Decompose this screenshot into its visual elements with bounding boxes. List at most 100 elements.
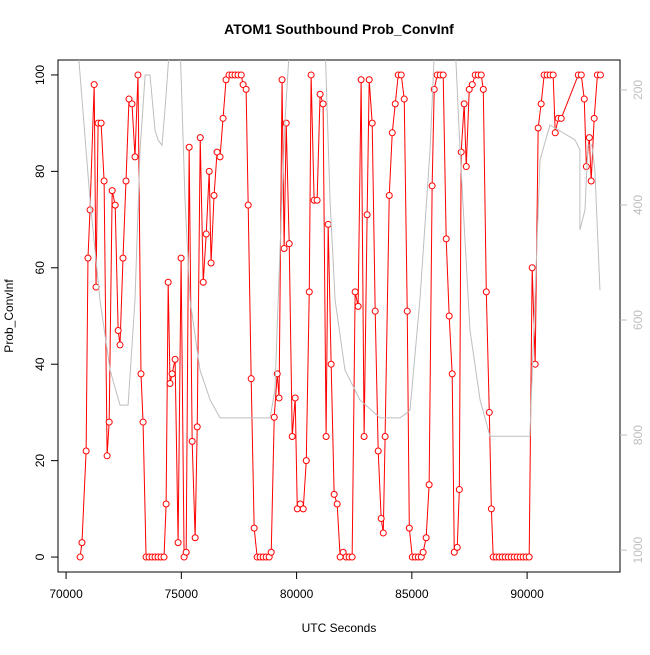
data-point (457, 148, 465, 156)
y-tick-label: 40 (33, 357, 47, 371)
data-point (377, 514, 385, 522)
data-point (403, 307, 411, 315)
data-point (285, 240, 293, 248)
data-point (299, 505, 307, 513)
data-point (348, 553, 356, 561)
data-point (462, 163, 470, 171)
data-point (171, 355, 179, 363)
data-point (202, 230, 210, 238)
data-point (381, 433, 389, 441)
data-point (385, 191, 393, 199)
data-point (354, 302, 362, 310)
data-point (479, 85, 487, 93)
data-point (302, 457, 310, 465)
data-point (193, 423, 201, 431)
data-point (439, 71, 447, 79)
data-point (291, 394, 299, 402)
data-point (237, 71, 245, 79)
x-tick-label: 90000 (510, 587, 544, 601)
data-point (534, 124, 542, 132)
data-point (166, 379, 174, 387)
data-point (82, 447, 90, 455)
data-point (428, 182, 436, 190)
data-point (330, 490, 338, 498)
data-point (244, 201, 252, 209)
chart-title: ATOM1 Southbound Prob_ConvInf (224, 21, 454, 37)
data-point (590, 114, 598, 122)
data-point (97, 119, 105, 127)
data-point (160, 553, 168, 561)
data-point (164, 278, 172, 286)
data-point (242, 85, 250, 93)
data-point (100, 177, 108, 185)
data-point (162, 500, 170, 508)
data-point (288, 433, 296, 441)
data-point (108, 187, 116, 195)
data-point (374, 447, 382, 455)
data-point (319, 100, 327, 108)
data-point (213, 148, 221, 156)
data-point (448, 370, 456, 378)
x-tick-label: 80000 (280, 587, 314, 601)
data-point (168, 370, 176, 378)
data-point (191, 534, 199, 542)
data-point (400, 95, 408, 103)
data-point (313, 196, 321, 204)
data-point (84, 254, 92, 262)
y-tick-label: 60 (33, 261, 47, 275)
data-point (116, 341, 124, 349)
data-point (247, 375, 255, 383)
y2-tick-label: 1000 (631, 536, 645, 563)
data-point (468, 81, 476, 89)
data-point (131, 153, 139, 161)
data-point (103, 452, 111, 460)
data-point (525, 553, 533, 561)
data-point (250, 524, 258, 532)
data-point (267, 548, 275, 556)
data-point (128, 100, 136, 108)
data-point (422, 534, 430, 542)
data-point (577, 71, 585, 79)
data-point (585, 134, 593, 142)
data-point (239, 81, 247, 89)
data-point (207, 259, 215, 267)
y-axis-label: Prob_ConvInf (2, 279, 16, 353)
data-point (174, 539, 182, 547)
y-tick-label: 0 (33, 553, 47, 560)
data-point (305, 288, 313, 296)
data-point (137, 370, 145, 378)
data-point (270, 413, 278, 421)
y2-tick-label: 600 (631, 310, 645, 330)
data-point (450, 548, 458, 556)
data-point (453, 543, 461, 551)
data-point (188, 437, 196, 445)
data-point (442, 235, 450, 243)
data-point (182, 548, 190, 556)
data-point (333, 500, 341, 508)
data-point (460, 100, 468, 108)
data-point (357, 76, 365, 84)
data-point (86, 206, 94, 214)
data-point (196, 134, 204, 142)
data-point (482, 288, 490, 296)
data-point (322, 433, 330, 441)
data-point (90, 81, 98, 89)
data-point (119, 254, 127, 262)
data-point (199, 278, 207, 286)
data-point (125, 95, 133, 103)
data-point (280, 245, 288, 253)
y2-tick-label: 400 (631, 195, 645, 215)
data-point (551, 129, 559, 137)
data-point (596, 71, 604, 79)
data-point (278, 76, 286, 84)
data-point (365, 76, 373, 84)
data-point (485, 408, 493, 416)
data-point (549, 71, 557, 79)
data-point (388, 129, 396, 137)
data-point (582, 163, 590, 171)
data-point (177, 254, 185, 262)
x-tick-label: 85000 (395, 587, 429, 601)
y2-tick-label: 200 (631, 80, 645, 100)
data-point (379, 529, 387, 537)
